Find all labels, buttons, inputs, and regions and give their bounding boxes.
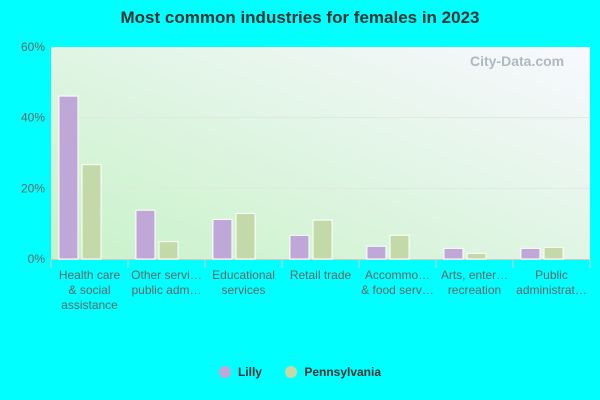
x-tick-label: Accommo… <box>365 268 430 282</box>
legend-swatch <box>218 366 231 378</box>
bar-pennsylvania <box>543 246 564 260</box>
watermark: City-Data.com <box>470 53 564 69</box>
bar-lilly <box>520 247 541 260</box>
x-tick-label: services <box>221 283 265 297</box>
legend-item-pennsylvania: Pennsylvania <box>285 365 381 379</box>
x-tick-label: recreation <box>448 283 501 297</box>
x-tick-label: & social <box>68 283 110 297</box>
x-tick-label: Other servi… <box>131 268 202 282</box>
bar-pennsylvania <box>466 252 487 260</box>
bar-lilly <box>212 218 233 260</box>
legend-item-lilly: Lilly <box>218 365 262 379</box>
bar-lilly <box>289 234 310 260</box>
x-tick-label: Public <box>535 268 568 282</box>
bar-lilly <box>135 209 156 260</box>
legend: Lilly Pennsylvania <box>0 365 600 381</box>
bar-lilly <box>443 247 464 260</box>
chart-title: Most common industries for females in 20… <box>120 8 480 27</box>
bar-pennsylvania <box>81 164 102 260</box>
y-tick-label: 60% <box>21 40 45 54</box>
bar-pennsylvania <box>235 212 256 260</box>
legend-label: Lilly <box>237 365 262 379</box>
legend-label: Pennsylvania <box>304 365 382 379</box>
y-tick-label: 40% <box>21 111 45 125</box>
x-tick-label: Retail trade <box>290 268 352 282</box>
bar-pennsylvania <box>312 219 333 260</box>
x-tick-label: & food serv… <box>361 283 434 297</box>
x-tick-label: Educational <box>212 268 275 282</box>
y-tick-label: 0% <box>28 252 46 266</box>
y-tick-label: 20% <box>21 181 45 195</box>
x-tick-label: Arts, enter… <box>441 268 508 282</box>
x-tick-label: public adm… <box>131 283 201 297</box>
x-tick-label: Health care <box>59 268 121 282</box>
x-tick-label: administrat… <box>516 283 587 297</box>
bar-pennsylvania <box>158 241 179 260</box>
x-tick-label: assistance <box>61 298 118 312</box>
bar-lilly <box>58 95 79 260</box>
bar-pennsylvania <box>389 234 410 260</box>
bar-lilly <box>366 245 387 260</box>
legend-swatch <box>285 366 298 378</box>
